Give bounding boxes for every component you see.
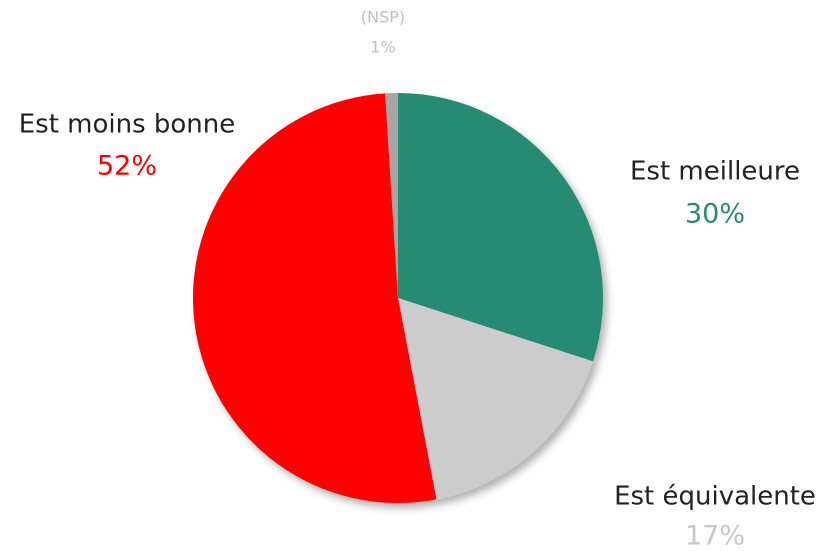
pie-slice [398, 93, 603, 362]
pie-slice [193, 93, 437, 504]
slice-name: Est meilleure [630, 157, 800, 187]
slice-name: Est équivalente [614, 482, 816, 512]
pie [193, 93, 603, 504]
pie-slice [398, 298, 593, 500]
value-label: 30% [685, 199, 745, 230]
value-label: 1% [370, 38, 395, 57]
slice-name: (NSP) [361, 8, 405, 27]
value-label: 52% [97, 151, 157, 182]
value-label: 17% [685, 521, 745, 551]
pie-slice [385, 93, 398, 298]
slice-name: Est moins bonne [19, 110, 236, 140]
